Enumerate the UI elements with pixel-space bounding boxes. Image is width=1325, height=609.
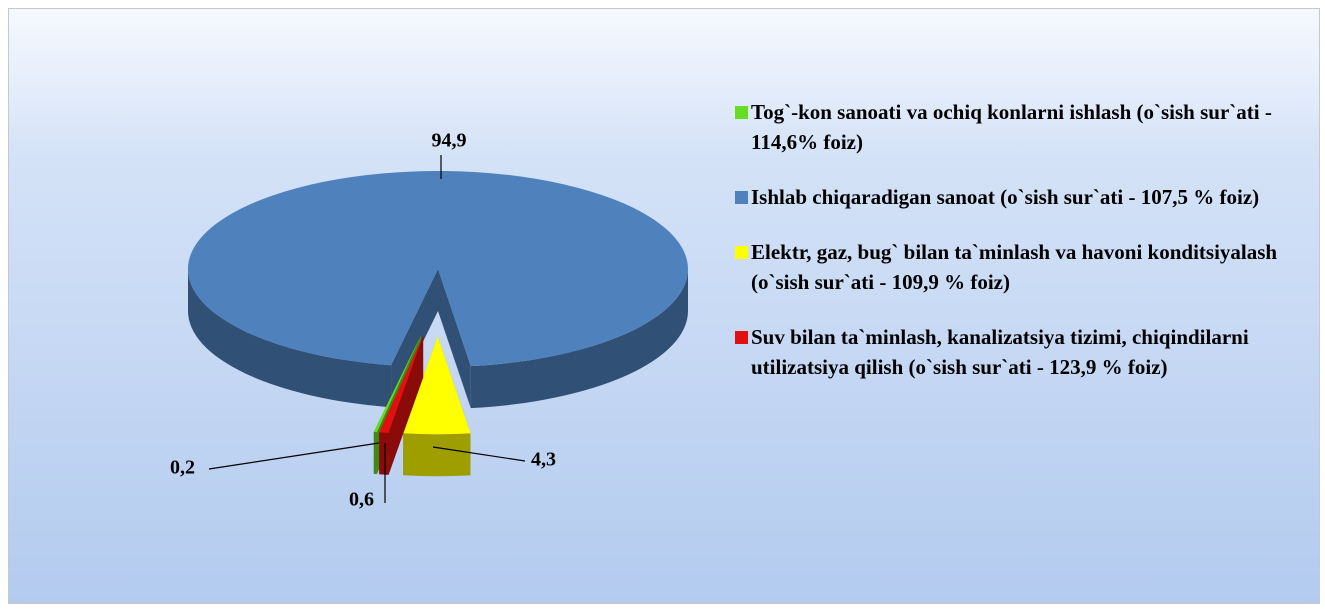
legend-item: Tog`-kon sanoati va ochiq konlarni ishla… [735, 97, 1320, 157]
leader-line [208, 442, 380, 470]
slice-wall [379, 335, 424, 475]
legend-swatch [735, 191, 748, 204]
slice-wall [438, 269, 471, 409]
legend-swatch [735, 246, 748, 259]
leader-line [432, 446, 526, 462]
legend: Tog`-kon sanoati va ochiq konlarni ishla… [735, 97, 1320, 407]
slice-wall [470, 269, 688, 409]
data-label: 4,3 [531, 449, 556, 471]
data-label: 0,6 [349, 489, 374, 511]
slice [373, 335, 421, 433]
chart-frame: 0,2 94,9 4,3 0,6 Tog`-kon sanoati va ochiq … [8, 8, 1320, 604]
slice-wall [403, 433, 471, 477]
legend-item: Ishlab chiqaradigan sanoat (o`sish sur`a… [735, 182, 1320, 212]
slice [187, 170, 688, 367]
slice-wall [188, 269, 392, 408]
legend-label: Ishlab chiqaradigan sanoat (o`sish sur`a… [751, 185, 1260, 209]
legend-label: Elektr, gaz, bug` bilan ta`minlash va ha… [751, 240, 1278, 294]
slice [403, 336, 471, 435]
legend-item: Suv bilan ta`minlash, kanalizatsiya tizi… [735, 322, 1320, 382]
data-label: 94,9 [432, 130, 467, 152]
legend-label: Suv bilan ta`minlash, kanalizatsiya tizi… [751, 325, 1249, 379]
chart: 0,2 94,9 4,3 0,6 [170, 130, 688, 511]
slice [379, 335, 424, 433]
slice-wall [373, 431, 377, 475]
legend-label: Tog`-kon sanoati va ochiq konlarni ishla… [751, 100, 1272, 154]
slice-wall [379, 432, 389, 475]
legend-item: Elektr, gaz, bug` bilan ta`minlash va ha… [735, 237, 1320, 297]
legend-swatch [735, 106, 748, 119]
data-label: 0,2 [170, 457, 195, 479]
legend-swatch [735, 331, 748, 344]
